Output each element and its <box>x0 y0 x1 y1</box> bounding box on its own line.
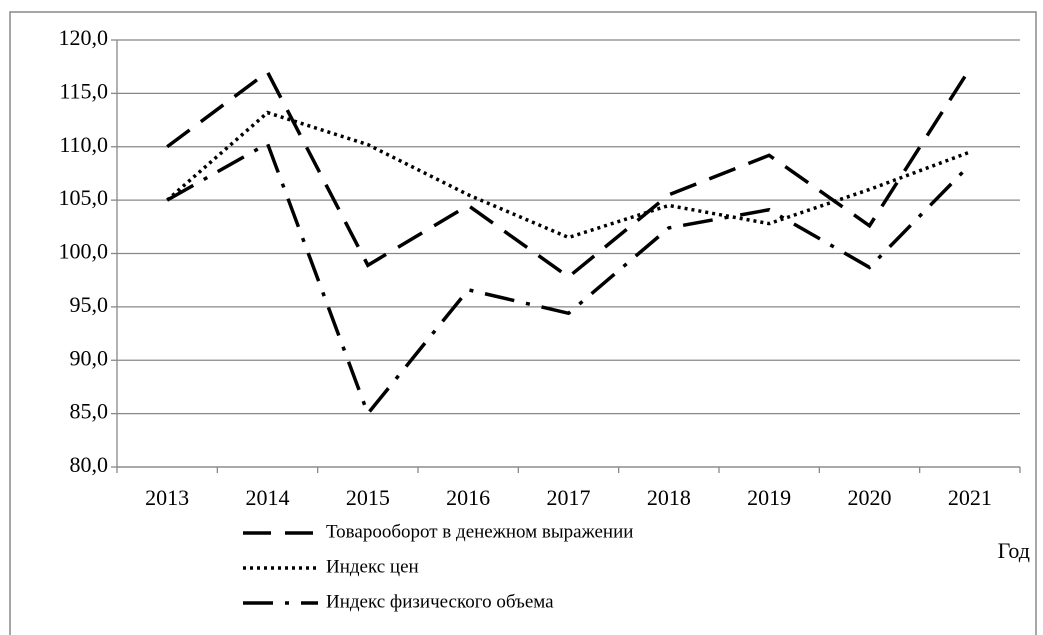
x-tick-label: 2013 <box>145 485 189 510</box>
y-tick-label: 105,0 <box>59 185 109 210</box>
legend-label: Товарооборот в денежном выражении <box>326 521 633 542</box>
y-tick-label: 110,0 <box>59 132 108 157</box>
x-tick-label: 2015 <box>346 485 390 510</box>
y-tick-label: 115,0 <box>59 78 108 103</box>
x-tick-label: 2016 <box>446 485 490 510</box>
y-tick-label: 95,0 <box>70 292 109 317</box>
series-line <box>166 110 971 240</box>
y-tick-label: 120,0 <box>59 25 109 50</box>
series-line <box>166 141 972 418</box>
chart-border <box>9 11 1037 635</box>
legend-label: Индекс физического объема <box>326 591 554 612</box>
x-tick-label: 2018 <box>647 485 691 510</box>
x-tick-label: 2021 <box>948 485 992 510</box>
x-axis-label: Год <box>998 538 1030 563</box>
legend-label: Индекс цен <box>326 556 419 577</box>
y-tick-label: 80,0 <box>70 452 109 477</box>
y-tick-label: 90,0 <box>70 345 109 370</box>
x-tick-label: 2014 <box>246 485 290 510</box>
x-tick-label: 2020 <box>848 485 892 510</box>
x-tick-label: 2019 <box>747 485 791 510</box>
y-tick-label: 85,0 <box>70 399 109 424</box>
x-tick-label: 2017 <box>547 485 591 510</box>
y-tick-label: 100,0 <box>59 239 109 264</box>
